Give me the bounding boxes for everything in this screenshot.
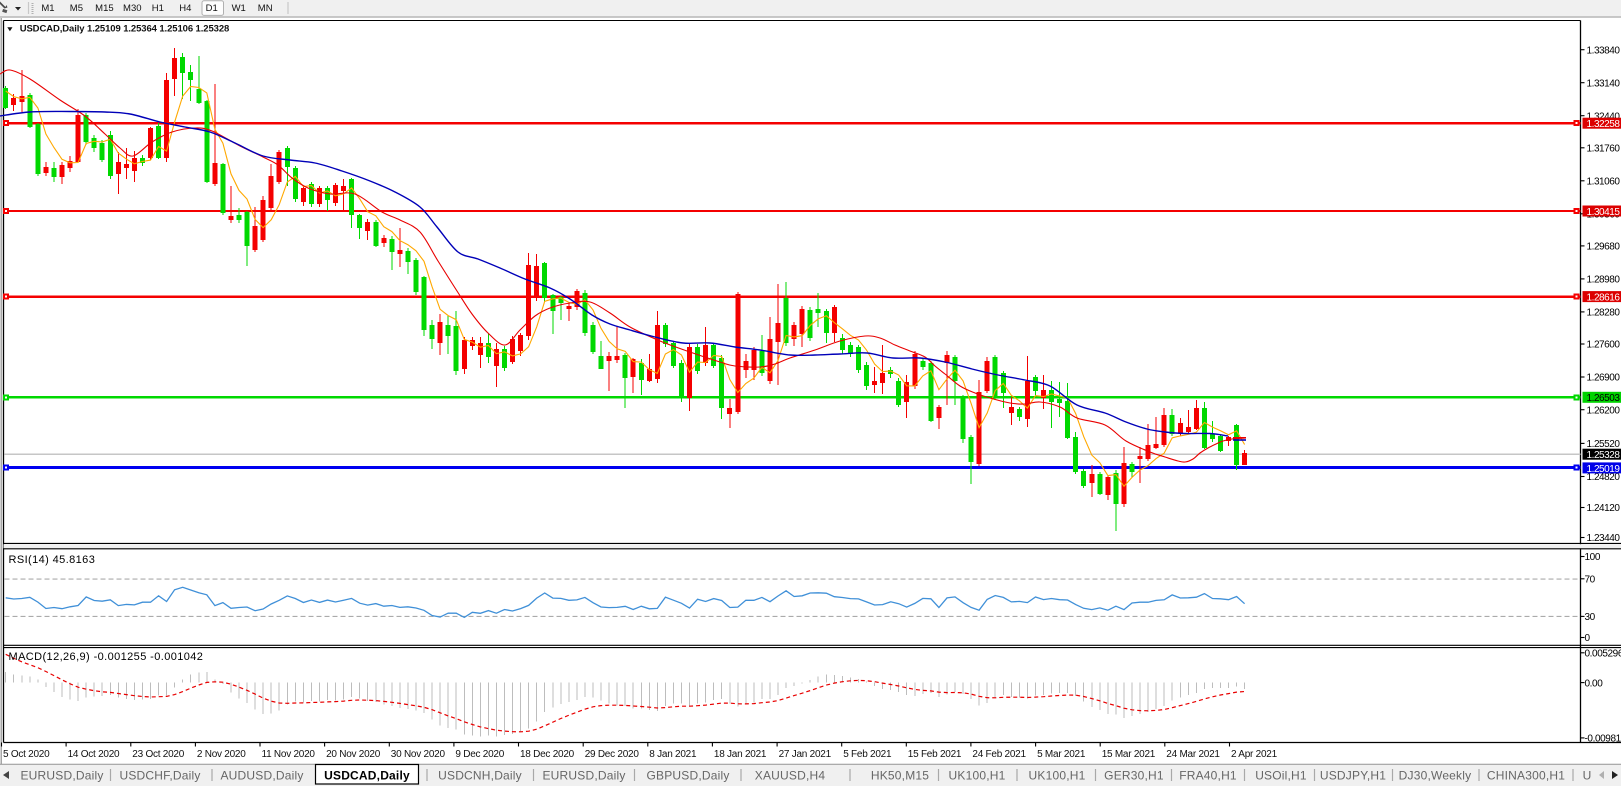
svg-text:1.29680: 1.29680 (1587, 242, 1621, 253)
svg-text:30: 30 (1585, 612, 1596, 623)
svg-text:RSI(14) 45.8163: RSI(14) 45.8163 (9, 554, 96, 566)
svg-text:0: 0 (1585, 633, 1591, 644)
svg-text:MACD(12,26,9) -0.001255 -0.001: MACD(12,26,9) -0.001255 -0.001042 (9, 651, 204, 663)
svg-text:M5: M5 (70, 3, 83, 14)
svg-text:USDCHF,Daily: USDCHF,Daily (119, 769, 200, 783)
svg-text:1.28616: 1.28616 (1587, 293, 1621, 304)
svg-text:24 Mar 2021: 24 Mar 2021 (1166, 749, 1220, 760)
svg-text:U: U (1583, 769, 1592, 783)
svg-text:EURUSD,Daily: EURUSD,Daily (542, 769, 625, 783)
svg-text:2 Apr 2021: 2 Apr 2021 (1231, 749, 1278, 760)
svg-text:9 Dec 2020: 9 Dec 2020 (455, 749, 504, 760)
svg-text:USOil,H1: USOil,H1 (1255, 769, 1307, 783)
svg-text:20 Nov 2020: 20 Nov 2020 (326, 749, 381, 760)
svg-text:0.00: 0.00 (1585, 678, 1604, 689)
svg-text:8 Jan 2021: 8 Jan 2021 (649, 749, 697, 760)
svg-text:1.28980: 1.28980 (1587, 275, 1621, 286)
svg-text:-0.009816: -0.009816 (1585, 734, 1621, 745)
svg-text:5 Mar 2021: 5 Mar 2021 (1037, 749, 1086, 760)
svg-text:GER30,H1: GER30,H1 (1104, 769, 1164, 783)
svg-text:1.32258: 1.32258 (1587, 119, 1621, 130)
svg-text:W1: W1 (232, 3, 246, 14)
svg-text:XAUUSD,H4: XAUUSD,H4 (755, 769, 826, 783)
svg-text:1.25328: 1.25328 (1587, 450, 1621, 461)
svg-text:14 Oct 2020: 14 Oct 2020 (68, 749, 120, 760)
svg-text:1.32440: 1.32440 (1587, 111, 1621, 122)
svg-text:1.26200: 1.26200 (1587, 405, 1621, 416)
svg-text:USDCAD,Daily: USDCAD,Daily (324, 769, 410, 783)
svg-text:23 Oct 2020: 23 Oct 2020 (132, 749, 184, 760)
svg-text:AUDUSD,Daily: AUDUSD,Daily (220, 769, 303, 783)
svg-text:USDCNH,Daily: USDCNH,Daily (438, 769, 522, 783)
svg-text:0.005296: 0.005296 (1585, 649, 1621, 660)
svg-text:15 Mar 2021: 15 Mar 2021 (1102, 749, 1156, 760)
svg-text:1.25520: 1.25520 (1587, 439, 1621, 450)
svg-text:DJ30,Weekly: DJ30,Weekly (1399, 769, 1472, 783)
svg-text:1.27600: 1.27600 (1587, 340, 1621, 351)
svg-text:2 Nov 2020: 2 Nov 2020 (197, 749, 246, 760)
svg-text:1.23440: 1.23440 (1587, 533, 1621, 544)
svg-text:100: 100 (1585, 552, 1601, 563)
svg-text:18 Dec 2020: 18 Dec 2020 (520, 749, 575, 760)
svg-text:M30: M30 (123, 3, 141, 14)
svg-text:FRA40,H1: FRA40,H1 (1179, 769, 1237, 783)
svg-text:1.30415: 1.30415 (1587, 207, 1621, 218)
svg-text:1.31060: 1.31060 (1587, 177, 1621, 188)
svg-text:70: 70 (1585, 575, 1596, 586)
svg-text:UK100,H1: UK100,H1 (949, 769, 1006, 783)
svg-text:USDCAD,Daily 1.25109 1.25364: USDCAD,Daily 1.25109 1.25364 1.25106 1.2… (20, 24, 230, 35)
svg-text:1.28280: 1.28280 (1587, 308, 1621, 319)
svg-text:27 Jan 2021: 27 Jan 2021 (779, 749, 832, 760)
svg-text:1.33840: 1.33840 (1587, 45, 1621, 56)
svg-text:1.26900: 1.26900 (1587, 373, 1621, 384)
svg-text:M1: M1 (41, 3, 54, 14)
svg-text:30 Nov 2020: 30 Nov 2020 (391, 749, 446, 760)
svg-text:CHINA300,H1: CHINA300,H1 (1487, 769, 1565, 783)
svg-text:USDJPY,H1: USDJPY,H1 (1320, 769, 1386, 783)
svg-text:1.24120: 1.24120 (1587, 503, 1621, 514)
svg-text:1.31760: 1.31760 (1587, 144, 1621, 155)
svg-text:EURUSD,Daily: EURUSD,Daily (20, 769, 103, 783)
svg-text:1.25019: 1.25019 (1587, 464, 1621, 475)
svg-text:H1: H1 (152, 3, 164, 14)
svg-text:D1: D1 (206, 3, 218, 14)
svg-text:15 Feb 2021: 15 Feb 2021 (908, 749, 962, 760)
svg-text:29 Dec 2020: 29 Dec 2020 (585, 749, 640, 760)
svg-text:MN: MN (258, 3, 273, 14)
svg-text:24 Feb 2021: 24 Feb 2021 (972, 749, 1026, 760)
svg-text:HK50,M15: HK50,M15 (871, 769, 929, 783)
svg-text:1.24820: 1.24820 (1587, 472, 1621, 483)
svg-text:H4: H4 (179, 3, 191, 14)
svg-text:UK100,H1: UK100,H1 (1029, 769, 1086, 783)
svg-text:1.33140: 1.33140 (1587, 78, 1621, 89)
svg-text:M15: M15 (95, 3, 113, 14)
svg-text:5 Oct 2020: 5 Oct 2020 (3, 749, 50, 760)
svg-text:11 Nov 2020: 11 Nov 2020 (262, 749, 316, 760)
svg-text:18 Jan 2021: 18 Jan 2021 (714, 749, 767, 760)
svg-text:1.26503: 1.26503 (1587, 393, 1621, 404)
svg-text:5 Feb 2021: 5 Feb 2021 (843, 749, 892, 760)
svg-text:GBPUSD,Daily: GBPUSD,Daily (646, 769, 729, 783)
